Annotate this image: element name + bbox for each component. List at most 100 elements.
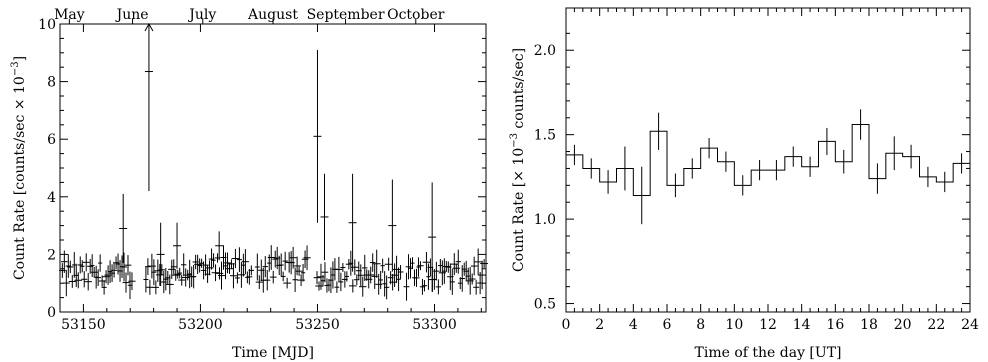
right-y-tick-label: 1.0 (534, 212, 556, 228)
left-month-label: July (187, 7, 216, 23)
left-x-tick-label: 53200 (178, 317, 223, 333)
left-data-point (334, 281, 340, 293)
left-data-point (380, 258, 385, 273)
left-data-point (191, 264, 197, 289)
left-y-label-suffix: ] (12, 56, 28, 61)
left-data-point (158, 264, 165, 276)
right-x-tick-label: 4 (629, 317, 638, 333)
right-histogram-steps (566, 124, 970, 196)
right-x-tick-label: 8 (696, 317, 705, 333)
left-outlier-point (215, 231, 224, 261)
left-data-point (449, 268, 455, 295)
left-data-point (416, 257, 421, 277)
left-data-point (417, 261, 424, 271)
right-x-axis-label: Time of the day [UT] (695, 345, 842, 361)
left-x-tick-label: 53300 (412, 317, 457, 333)
left-y-axis-label: Count Rate [counts/sec × 10−3] (10, 56, 28, 280)
right-y-tick-label: 1.5 (534, 128, 556, 144)
left-data-point (127, 271, 133, 300)
left-data-point (171, 269, 180, 281)
left-data-point (330, 261, 336, 289)
left-outlier-point (119, 193, 128, 264)
right-x-tick-label: 24 (961, 317, 979, 333)
left-data-point (384, 257, 393, 271)
left-data-point (254, 253, 260, 281)
left-data-point (480, 259, 489, 268)
left-data-point (145, 258, 151, 276)
left-data-point (321, 262, 329, 283)
left-data-point (147, 253, 156, 279)
right-plot-frame (565, 7, 971, 313)
left-data-point (108, 260, 113, 283)
left-data-point (177, 267, 182, 279)
left-data-point (357, 264, 364, 287)
left-y-tick-label: 6 (47, 132, 56, 148)
left-y-tick-label: 8 (47, 75, 56, 91)
left-outlier-point (156, 222, 165, 287)
left-data-point (300, 263, 306, 282)
right-folded-curve-panel: 0 2 4 6 8 10 12 14 16 18 20 22 240.51.01.52.0 Time o… (509, 7, 979, 361)
left-data-point (435, 279, 441, 295)
left-month-label: May (54, 7, 85, 23)
left-outlier-point (388, 179, 397, 272)
left-month-label: September (307, 7, 385, 23)
left-data-point (397, 265, 404, 279)
left-outlier-point (320, 173, 329, 261)
left-data-point (178, 274, 186, 286)
left-y-tick-label: 4 (47, 190, 56, 206)
left-data-point (438, 260, 447, 286)
left-data-point (372, 249, 381, 278)
left-data-point (60, 250, 68, 273)
right-y-label-suffix: counts/sec] (511, 48, 527, 133)
left-data-point (181, 268, 190, 287)
left-data-point (283, 277, 292, 289)
left-month-label: August (247, 7, 298, 23)
left-data-point (121, 252, 128, 282)
left-data-point (183, 269, 192, 281)
left-data-point (72, 252, 77, 278)
left-data-point (365, 270, 373, 289)
left-data-point (367, 266, 375, 284)
left-y-tick-label: 2 (47, 247, 56, 263)
left-data-point (255, 275, 263, 289)
right-x-tick-label: 14 (793, 317, 811, 333)
left-data-point (422, 251, 431, 273)
left-light-curve-panel: 53150 53200 53250 53300 May June July August Sep… (10, 7, 489, 361)
left-outlier-point (428, 182, 437, 292)
left-data-point (124, 255, 132, 276)
left-x-axis-label: Time [MJD] (232, 345, 314, 361)
left-data-point (269, 270, 277, 284)
left-data-point (152, 280, 159, 295)
right-x-tick-label: 16 (826, 317, 844, 333)
left-data-point (384, 275, 390, 300)
right-x-tick-label: 20 (894, 317, 912, 333)
left-data-point (313, 271, 321, 285)
left-data-point (151, 259, 157, 286)
left-data-point (84, 272, 92, 291)
left-data-point (293, 256, 301, 276)
left-data-point (350, 259, 359, 276)
right-x-tick-label: 2 (595, 317, 604, 333)
left-month-label: June (115, 7, 149, 23)
right-y-label-exponent: −3 (509, 133, 520, 148)
left-data-point (205, 260, 214, 276)
left-data-point (262, 256, 268, 278)
left-month-label: October (387, 7, 445, 23)
left-data-point (122, 272, 130, 293)
left-data-point (421, 280, 428, 292)
left-data-point (455, 249, 461, 274)
left-data-point (267, 245, 275, 270)
left-data-point (320, 274, 326, 287)
left-data-point (111, 263, 118, 278)
left-outlier-point (173, 222, 182, 269)
left-data-point (280, 271, 286, 282)
left-data-point (246, 269, 253, 285)
left-data-point (410, 257, 415, 270)
left-data-point (231, 248, 240, 269)
left-data-point (470, 256, 478, 276)
left-data-point (426, 263, 431, 290)
left-data-point (229, 263, 237, 289)
left-data-point (79, 260, 85, 273)
left-data-point (180, 253, 187, 277)
left-data-point (287, 251, 295, 275)
